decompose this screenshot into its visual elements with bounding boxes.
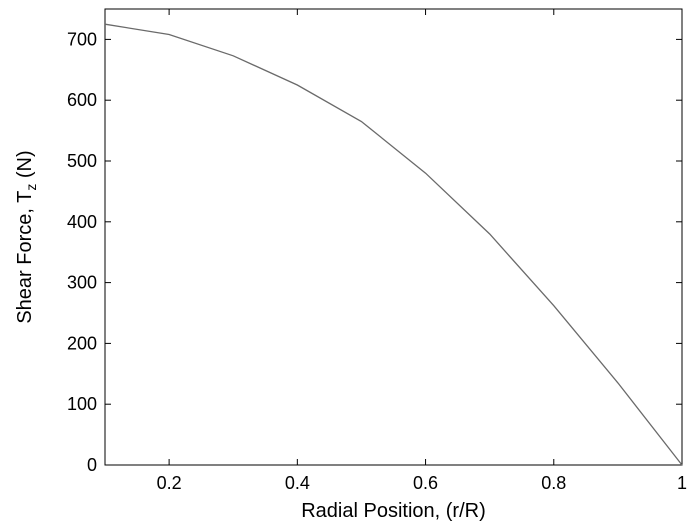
y-tick-label: 300	[67, 273, 97, 293]
x-tick-label: 0.2	[157, 473, 182, 493]
ticks	[105, 9, 683, 466]
series-line	[104, 23, 683, 466]
tick-labels: 0.2 0.4 0.6 0.8 1 0 100 200 300 400 500 600 700	[67, 29, 687, 493]
x-tick-label: 0.8	[541, 473, 566, 493]
y-axis-label-unit: (N)	[14, 150, 36, 183]
series-layer	[104, 23, 683, 466]
y-axis-label-sub: z	[23, 184, 39, 191]
y-tick-label: 500	[67, 151, 97, 171]
y-axis-label-main: Shear Force, T	[14, 191, 36, 324]
y-tick-label: 600	[67, 90, 97, 110]
y-tick-label: 400	[67, 212, 97, 232]
y-tick-label: 200	[67, 333, 97, 353]
y-tick-label: 700	[67, 29, 97, 49]
plot-frame	[104, 8, 683, 466]
y-tick-label: 100	[67, 394, 97, 414]
x-axis-label: Radial Position, (r/R)	[301, 500, 486, 522]
y-tick-label: 0	[87, 455, 97, 475]
x-tick-label: 0.4	[285, 473, 310, 493]
x-tick-label: 0.6	[413, 473, 438, 493]
x-tick-label: 1	[677, 473, 687, 493]
y-axis-label: Shear Force, Tz (N)	[14, 150, 39, 323]
